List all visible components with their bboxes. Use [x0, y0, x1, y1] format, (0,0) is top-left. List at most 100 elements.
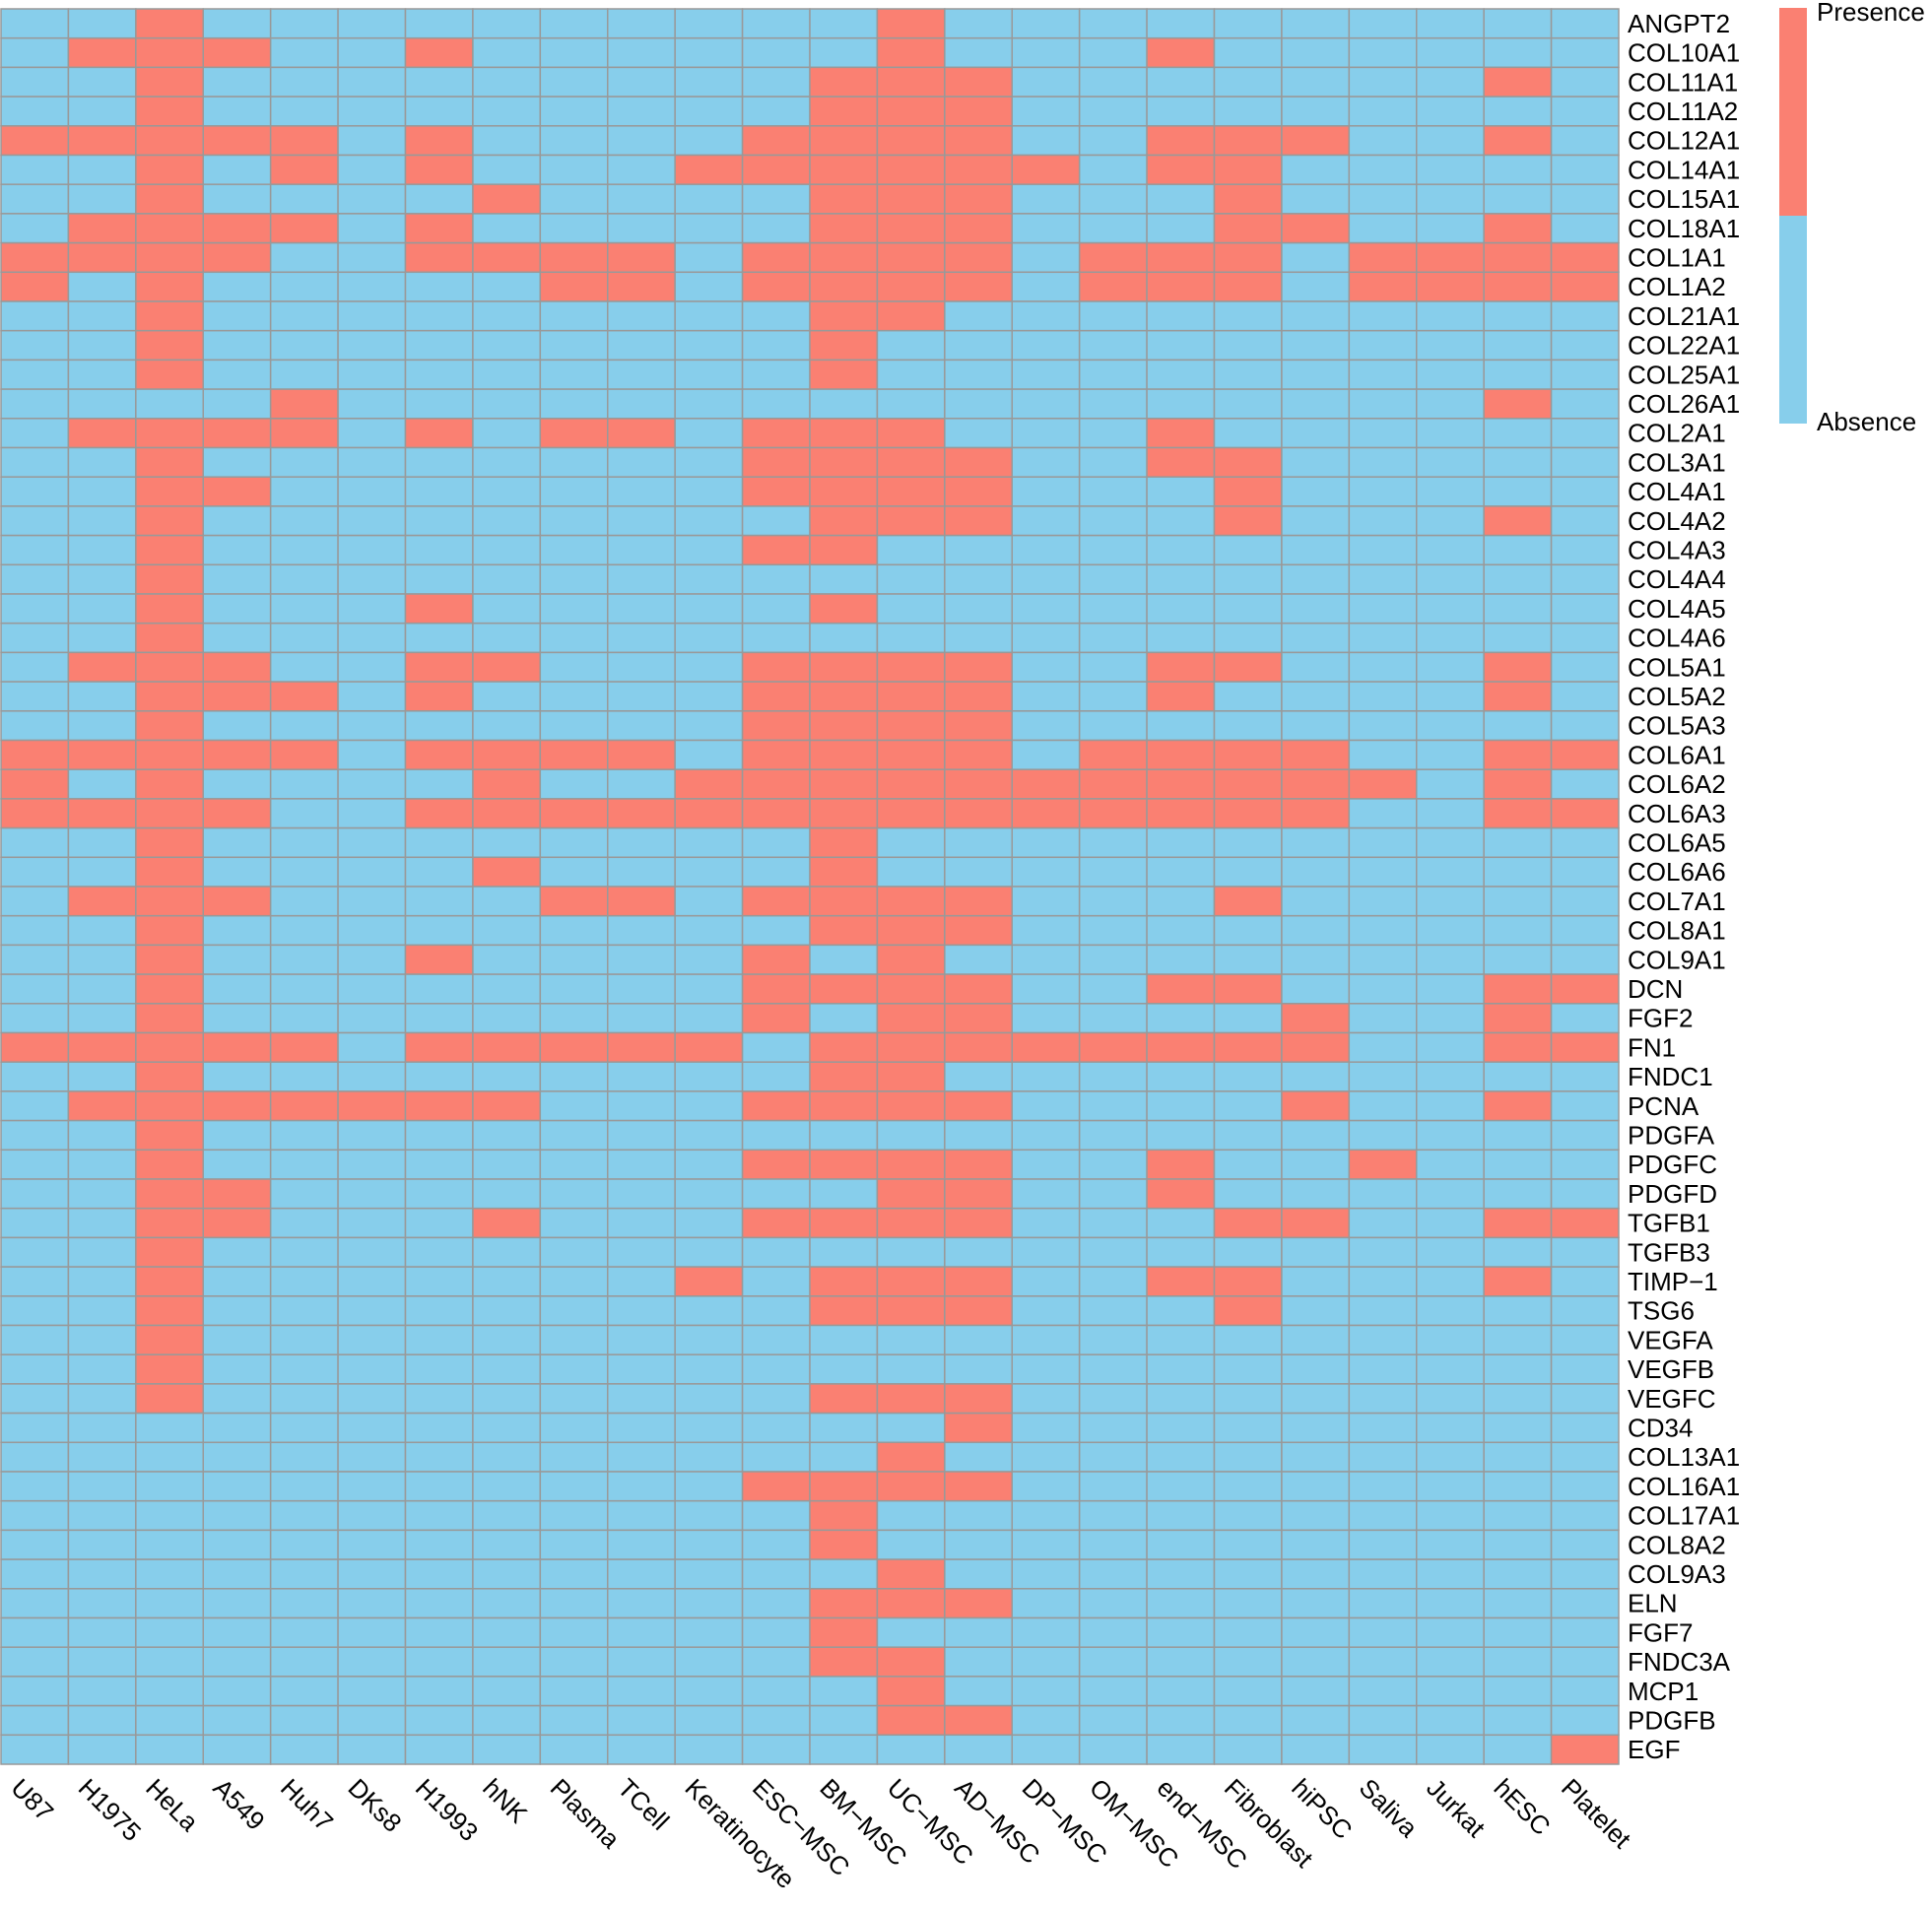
- heatmap-cell: [337, 125, 407, 157]
- heatmap-cell: [404, 1471, 474, 1502]
- heatmap-cell: [1281, 1646, 1351, 1678]
- heatmap-cell: [1281, 739, 1351, 770]
- heatmap-cell: [1550, 1412, 1620, 1444]
- heatmap-cell: [1146, 125, 1216, 157]
- heatmap-cell: [1416, 1646, 1485, 1678]
- heatmap-cell: [1483, 886, 1553, 917]
- heatmap-cell: [1011, 944, 1081, 975]
- heatmap-cell: [741, 446, 811, 478]
- heatmap-cell: [0, 329, 70, 362]
- heatmap-cell: [67, 1676, 137, 1707]
- heatmap-cell: [741, 66, 811, 98]
- heatmap-cell: [1011, 1295, 1081, 1327]
- heatmap-cell: [135, 1207, 204, 1239]
- heatmap-cell: [741, 1178, 811, 1210]
- heatmap-cell: [607, 651, 676, 683]
- heatmap-cell: [472, 1031, 542, 1063]
- heatmap-cell: [539, 1471, 609, 1502]
- heatmap-cell: [1078, 1704, 1148, 1737]
- heatmap-cell: [337, 1383, 407, 1415]
- heatmap-cell: [607, 622, 676, 654]
- heatmap-cell: [1348, 1090, 1418, 1122]
- heatmap-cell: [404, 388, 474, 420]
- heatmap-cell: [472, 563, 542, 595]
- heatmap-cell: [1078, 563, 1148, 595]
- heatmap-cell: [1146, 826, 1216, 859]
- heatmap-cell: [876, 1588, 946, 1619]
- heatmap-cell: [472, 1236, 542, 1268]
- heatmap-cell: [67, 1353, 137, 1385]
- heatmap-cell: [809, 1003, 879, 1034]
- heatmap-cell: [1146, 1704, 1216, 1737]
- heatmap-cell: [1011, 563, 1081, 595]
- heatmap-cell: [472, 1383, 542, 1415]
- heatmap-cell: [539, 1090, 609, 1122]
- heatmap-cell: [404, 8, 474, 39]
- heatmap-cell: [1483, 418, 1553, 449]
- heatmap-cell: [539, 1588, 609, 1619]
- heatmap-cell: [1213, 271, 1283, 302]
- heatmap-cell: [67, 1412, 137, 1444]
- heatmap-cell: [1416, 125, 1485, 157]
- heatmap-cell: [741, 1412, 811, 1444]
- heatmap-cell: [202, 1178, 272, 1210]
- heatmap-cell: [1011, 856, 1081, 888]
- heatmap-cell: [809, 213, 879, 244]
- heatmap-cell: [876, 329, 946, 362]
- heatmap-cell: [741, 8, 811, 39]
- heatmap-cell: [944, 271, 1014, 302]
- heatmap-cell: [1011, 1003, 1081, 1034]
- heatmap-cell: [404, 1588, 474, 1619]
- heatmap-cell: [1281, 826, 1351, 859]
- heatmap-cell: [1213, 914, 1283, 947]
- heatmap-cell: [1348, 300, 1418, 332]
- heatmap-cell: [539, 1529, 609, 1560]
- heatmap-cell: [1483, 534, 1553, 566]
- heatmap-cell: [1416, 66, 1485, 98]
- heatmap-cell: [135, 1266, 204, 1297]
- heatmap-cell: [135, 271, 204, 302]
- heatmap-cell: [944, 1441, 1014, 1473]
- heatmap-cell: [876, 1441, 946, 1473]
- heatmap-cell: [404, 622, 474, 654]
- heatmap-cell: [1213, 1383, 1283, 1415]
- heatmap-cell: [944, 8, 1014, 39]
- heatmap-cell: [1348, 1119, 1418, 1152]
- heatmap-cell: [1416, 1383, 1485, 1415]
- heatmap-cell: [472, 1734, 542, 1765]
- heatmap-cell: [1146, 1353, 1216, 1385]
- heatmap-cell: [472, 241, 542, 274]
- row-label: COL22A1: [1628, 331, 1740, 361]
- heatmap-cell: [1483, 241, 1553, 274]
- heatmap-cell: [809, 505, 879, 537]
- heatmap-cell: [1146, 1646, 1216, 1678]
- heatmap-cell: [404, 1353, 474, 1385]
- heatmap-cell: [876, 1558, 946, 1590]
- heatmap-cell: [269, 856, 339, 888]
- heatmap-cell: [876, 8, 946, 39]
- heatmap-cell: [135, 651, 204, 683]
- heatmap-cell: [0, 1353, 70, 1385]
- row-label: COL6A1: [1628, 740, 1726, 769]
- heatmap-cell: [607, 1003, 676, 1034]
- heatmap-cell: [1550, 388, 1620, 420]
- row-label: FN1: [1628, 1032, 1676, 1062]
- row-label: FNDC1: [1628, 1062, 1713, 1091]
- row-label: FNDC3A: [1628, 1647, 1731, 1677]
- heatmap-cell: [269, 1471, 339, 1502]
- heatmap-cell: [944, 213, 1014, 244]
- heatmap-cell: [1550, 36, 1620, 69]
- heatmap-cell: [269, 973, 339, 1005]
- heatmap-cell: [741, 593, 811, 625]
- heatmap-cell: [1550, 8, 1620, 39]
- heatmap-cell: [1483, 1119, 1553, 1152]
- row-label: PCNA: [1628, 1091, 1699, 1121]
- heatmap-cell: [674, 1676, 744, 1707]
- heatmap-cell: [337, 1090, 407, 1122]
- heatmap-cell: [607, 944, 676, 975]
- row-label: COL4A3: [1628, 535, 1726, 564]
- heatmap-cell: [674, 213, 744, 244]
- heatmap-cell: [876, 241, 946, 274]
- heatmap-cell: [1011, 1090, 1081, 1122]
- heatmap-cell: [1348, 1149, 1418, 1180]
